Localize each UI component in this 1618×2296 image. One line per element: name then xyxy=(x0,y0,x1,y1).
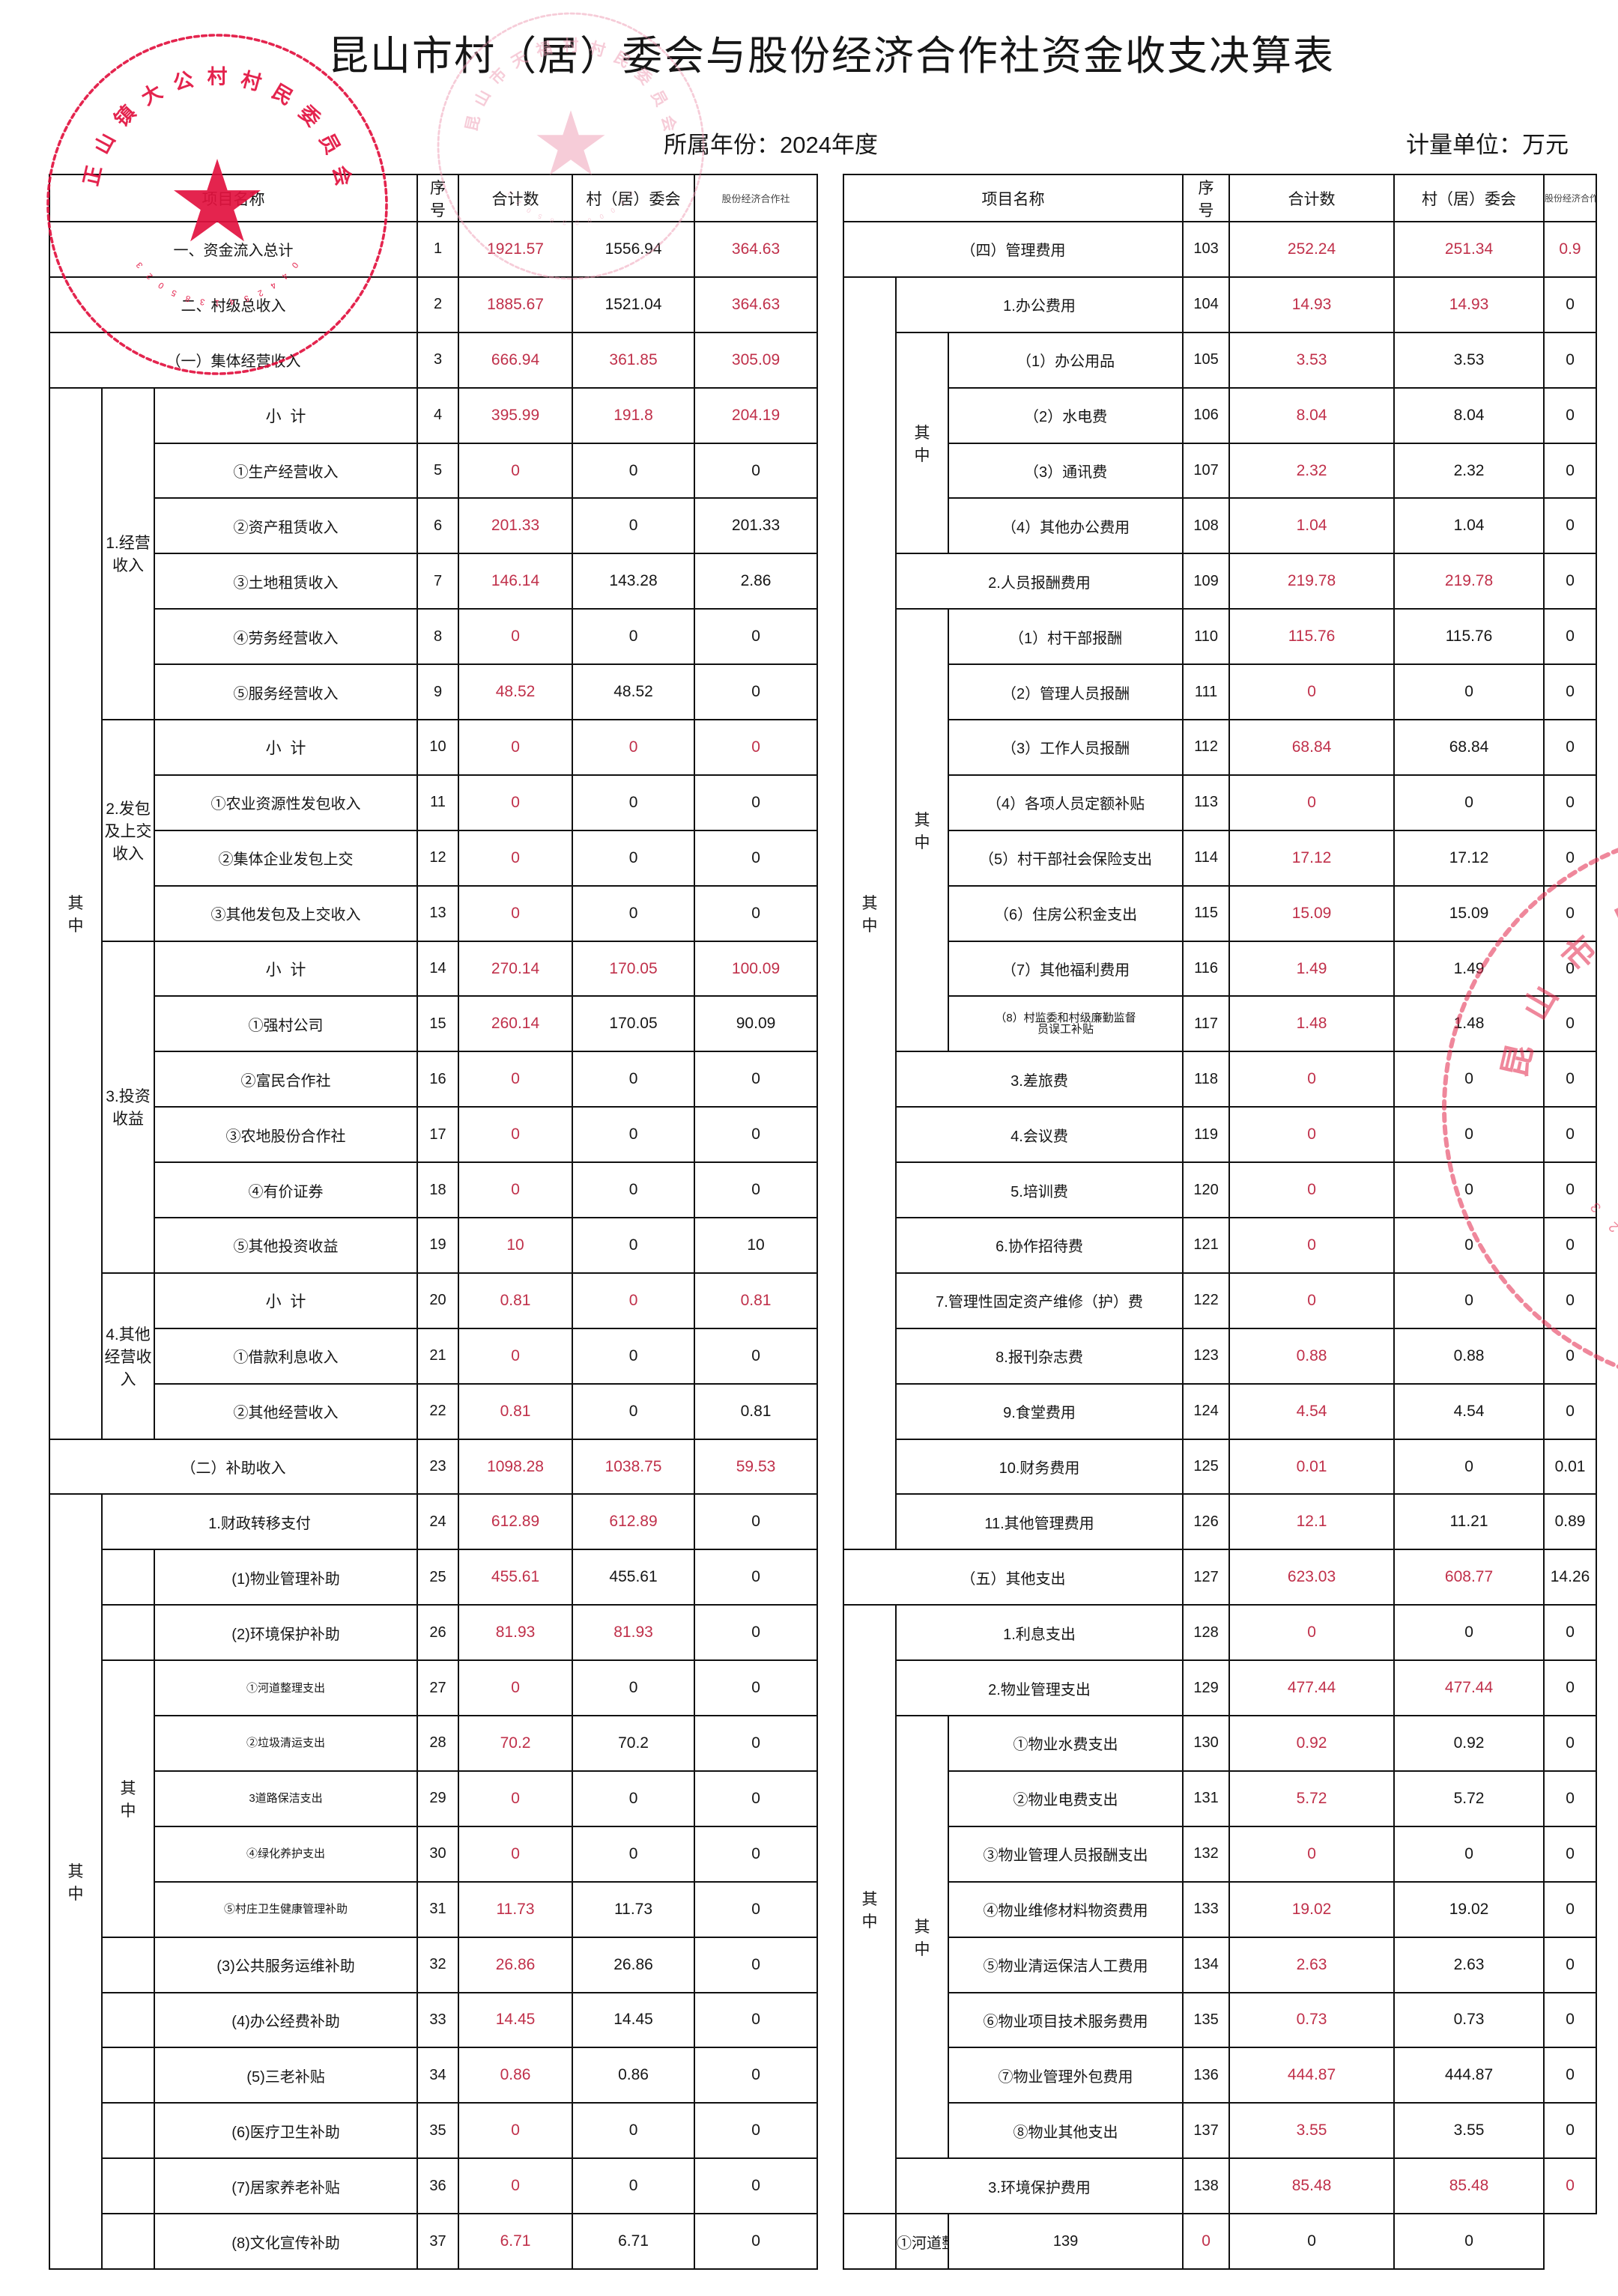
svg-text:周: 周 xyxy=(1609,895,1618,942)
svg-text:公: 公 xyxy=(171,67,196,94)
svg-text:镇: 镇 xyxy=(110,101,140,131)
svg-text:村: 村 xyxy=(238,67,264,94)
svg-text:民: 民 xyxy=(268,80,297,109)
svg-text:昆: 昆 xyxy=(463,114,483,133)
svg-text:员: 员 xyxy=(647,88,670,109)
svg-text:委: 委 xyxy=(294,101,324,131)
svg-text:大: 大 xyxy=(137,80,166,110)
svg-text:村: 村 xyxy=(207,65,228,88)
svg-text:山: 山 xyxy=(90,130,119,158)
svg-text:2: 2 xyxy=(1605,1219,1618,1236)
svg-text:山: 山 xyxy=(471,88,494,109)
svg-text:员: 员 xyxy=(315,130,345,158)
